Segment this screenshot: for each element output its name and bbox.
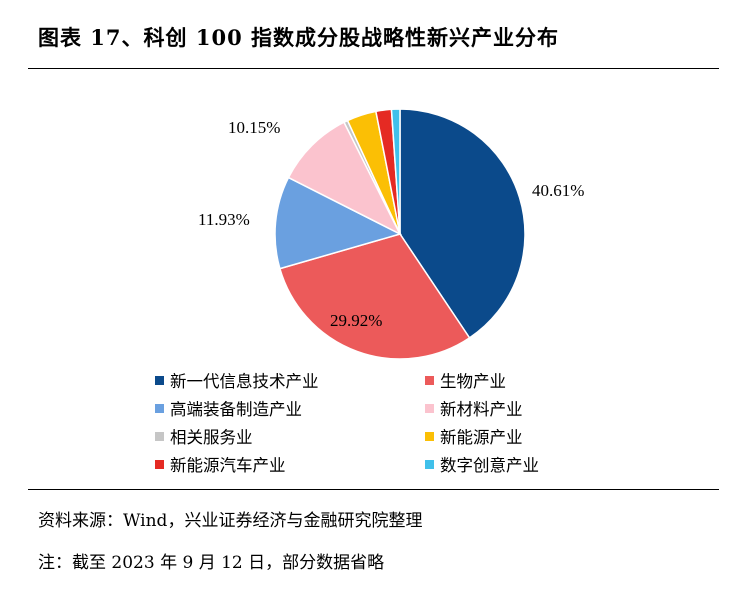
- legend-label: 高端装备制造产业: [170, 400, 302, 419]
- source-divider: [28, 489, 719, 490]
- legend-label: 数字创意产业: [440, 456, 539, 475]
- legend-item-4: 新材料产业: [425, 396, 615, 420]
- legend-item-1: 新一代信息技术产业: [155, 368, 425, 392]
- chart-title: 图表 17、科创 100 指数成分股战略性新兴产业分布: [38, 25, 559, 50]
- legend-label: 生物产业: [440, 372, 506, 391]
- legend-item-8: 数字创意产业: [425, 452, 615, 476]
- legend-swatch: [425, 431, 434, 441]
- pie-slice-1: [399, 108, 526, 339]
- slice-value-label-1: 40.61%: [532, 181, 584, 200]
- pie-slice-4: [287, 121, 402, 236]
- footnote: 注：截至 2023 年 9 月 12 日，部分数据省略: [38, 553, 385, 573]
- legend-swatch: [425, 375, 434, 385]
- pie-slice-2: [278, 233, 471, 360]
- legend-item-2: 生物产业: [425, 368, 615, 392]
- legend-swatch: [155, 459, 164, 469]
- legend-swatch: [425, 459, 434, 469]
- title-divider: [28, 68, 719, 69]
- pie-slice-3: [274, 176, 403, 270]
- slice-value-label-2: 29.92%: [330, 311, 382, 330]
- legend-item-7: 新能源汽车产业: [155, 452, 425, 476]
- pie-slice-8: [390, 108, 401, 235]
- legend-label: 新能源汽车产业: [170, 456, 286, 475]
- legend-swatch: [425, 403, 434, 413]
- legend-label: 新材料产业: [440, 400, 523, 419]
- data-source: 资料来源：Wind，兴业证券经济与金融研究院整理: [38, 511, 423, 531]
- slice-value-label-3: 11.93%: [198, 210, 250, 229]
- legend-label: 相关服务业: [170, 428, 253, 447]
- legend-item-5: 相关服务业: [155, 424, 425, 448]
- legend-label: 新一代信息技术产业: [170, 372, 319, 391]
- slice-value-label-4: 10.15%: [228, 118, 280, 137]
- chart-legend: 新一代信息技术产业 生物产业高端装备制造产业 新材料产业相关服务业 新能源产业新能源汽…: [155, 368, 615, 476]
- legend-swatch: [155, 375, 164, 385]
- legend-item-3: 高端装备制造产业: [155, 396, 425, 420]
- legend-item-6: 新能源产业: [425, 424, 615, 448]
- legend-swatch: [155, 403, 164, 413]
- legend-label: 新能源产业: [440, 428, 523, 447]
- legend-swatch: [155, 431, 164, 441]
